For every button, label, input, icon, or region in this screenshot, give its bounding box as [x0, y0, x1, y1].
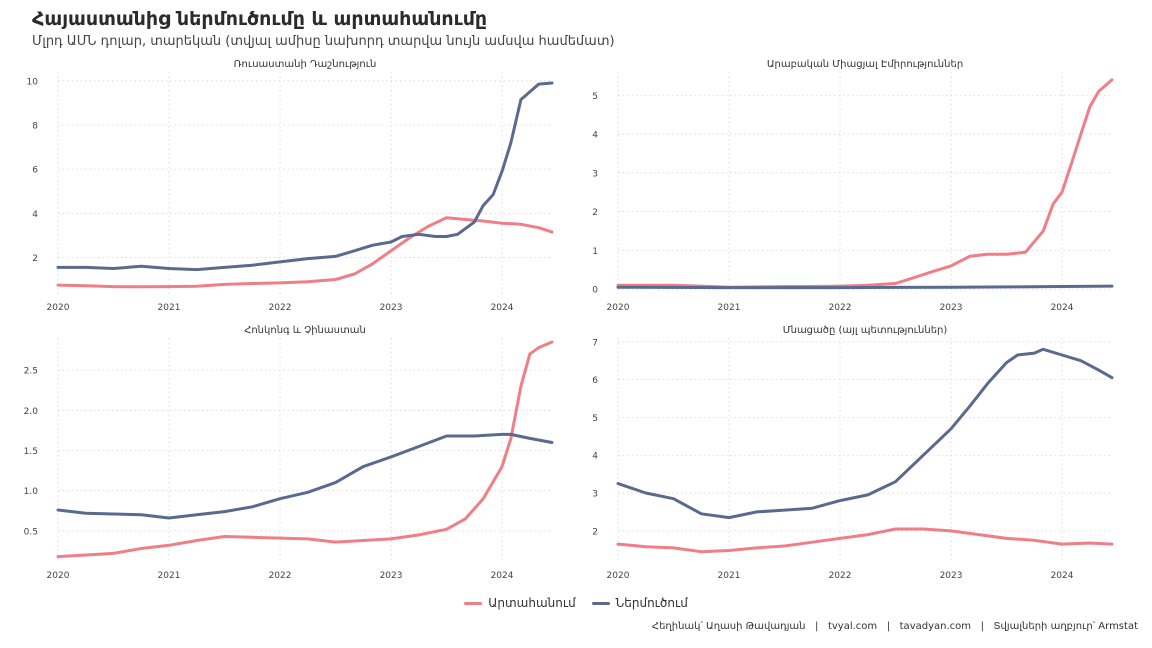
panel-title: Հոնկոնգ և Չինաստան: [244, 325, 366, 336]
caption-sep: |: [886, 621, 891, 632]
series-line-export: [616, 78, 1114, 289]
panel-title: Ռուսաստանի Դաշնություն: [234, 59, 377, 70]
legend-swatch-export: [464, 602, 483, 605]
x-tick-label: 2022: [269, 571, 292, 581]
y-tick-label: 2.5: [24, 367, 38, 377]
x-tick-label: 2021: [718, 571, 741, 581]
y-tick-label: 3: [592, 490, 598, 500]
y-tick-label: 4: [32, 210, 38, 220]
chart-subtitle: Մլրդ ԱՄՆ դոլար, տարեկան (տվյալ ամիսը նախ…: [32, 34, 615, 49]
chart-title: Հայաստանից ներմուծումը և արտահանումը: [32, 8, 488, 30]
caption-author: Հեղինակ՝ Աղասի Թավադյան: [651, 621, 806, 632]
y-tick-label: 8: [32, 121, 38, 131]
y-tick-label: 2: [592, 208, 598, 218]
x-tick-label: 2024: [1051, 303, 1074, 313]
x-tick-label: 2023: [380, 571, 403, 581]
x-tick-label: 2024: [1051, 571, 1074, 581]
y-tick-label: 5: [592, 92, 598, 102]
series-line-export: [56, 216, 554, 289]
y-tick-label: 0: [592, 286, 598, 296]
y-tick-label: 3: [592, 169, 598, 179]
series-line-import: [616, 284, 1114, 290]
series-line-export: [616, 527, 1114, 554]
y-tick-label: 2: [592, 527, 598, 537]
y-tick-label: 6: [592, 376, 598, 386]
x-tick-label: 2022: [269, 303, 292, 313]
legend-item-export: Արտահանում: [464, 596, 576, 610]
x-tick-label: 2023: [940, 303, 963, 313]
caption: Հեղինակ՝ Աղասի Թավադյան | tvyal.com | ta…: [652, 621, 1138, 632]
series-line-import: [56, 432, 554, 520]
y-tick-label: 2: [32, 254, 38, 264]
legend: Արտահանում Ներմուծում: [0, 596, 1152, 610]
legend-label-export: Արտահանում: [488, 596, 576, 610]
x-tick-label: 2020: [607, 303, 630, 313]
x-tick-label: 2020: [607, 571, 630, 581]
x-tick-label: 2022: [829, 571, 852, 581]
y-tick-label: 5: [592, 414, 598, 424]
y-tick-label: 1.5: [24, 447, 38, 457]
y-tick-label: 4: [592, 131, 598, 141]
y-tick-label: 1: [592, 247, 598, 257]
legend-swatch-import: [591, 602, 610, 605]
x-tick-label: 2021: [158, 571, 181, 581]
panel-title: Արաբական Միացյալ Էմիրություններ: [767, 59, 963, 70]
x-tick-label: 2023: [940, 571, 963, 581]
caption-source: Տվյալների աղբյուր՝ Armstat: [993, 621, 1138, 632]
legend-item-import: Ներմուծում: [591, 596, 688, 610]
caption-sep: |: [980, 621, 984, 632]
x-tick-label: 2020: [47, 303, 70, 313]
legend-label-import: Ներմուծում: [615, 596, 688, 610]
y-tick-label: 4: [592, 452, 598, 462]
x-tick-label: 2022: [829, 303, 852, 313]
x-tick-label: 2024: [491, 571, 514, 581]
caption-site1: tvyal.com: [827, 621, 878, 632]
x-tick-label: 2024: [491, 303, 514, 313]
y-tick-label: 0.5: [24, 527, 38, 537]
series-line-import: [616, 347, 1114, 520]
series-line-export: [56, 340, 554, 559]
y-tick-label: 6: [32, 166, 38, 176]
caption-sep: |: [815, 621, 819, 632]
y-tick-label: 1.0: [24, 487, 39, 497]
caption-site2: tavadyan.com: [899, 621, 972, 632]
panel-title: Մնացածը (այլ պետություններ): [783, 325, 948, 336]
x-tick-label: 2021: [158, 303, 181, 313]
y-tick-label: 10: [27, 77, 39, 87]
y-tick-label: 2.0: [24, 407, 39, 417]
y-tick-label: 7: [592, 338, 598, 348]
x-tick-label: 2021: [718, 303, 741, 313]
series-line-import: [56, 81, 554, 272]
x-tick-label: 2020: [47, 571, 70, 581]
x-tick-label: 2023: [380, 303, 403, 313]
